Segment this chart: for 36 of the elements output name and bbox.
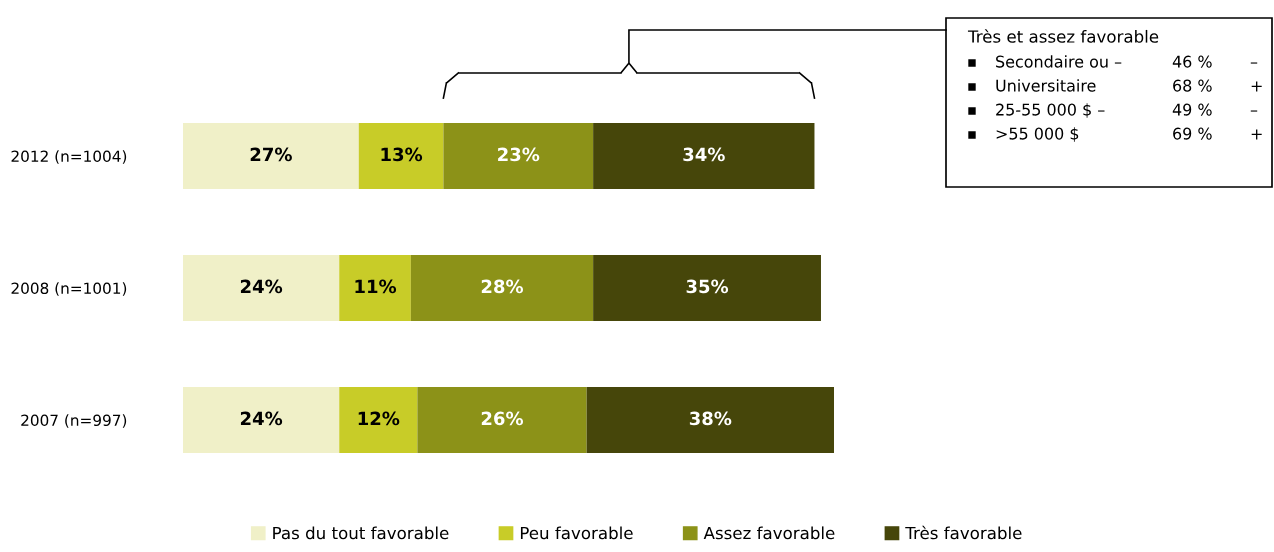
text: Universitaire 68 % + (996, 79, 1262, 92)
data-label: 13% (381, 147, 423, 162)
bar (417, 387, 587, 453)
bar (593, 123, 815, 189)
bar (358, 123, 444, 189)
legend-label: Assez favorable (703, 526, 835, 540)
legend-label: Très favorable (905, 525, 1022, 540)
legend-label: Pas du tout favorable (273, 526, 449, 540)
y-tick-label: 2007 (n=997) (21, 414, 127, 428)
bar (586, 387, 834, 453)
data-label: 34% (683, 147, 725, 162)
data-label: 11% (355, 279, 397, 294)
bar (593, 255, 821, 321)
data-label: 23% (498, 147, 540, 162)
legend-label: Peu favorable (520, 526, 633, 540)
bar (339, 255, 411, 321)
text: Très et assez favorable (967, 29, 1159, 43)
data-label: 12% (358, 411, 400, 426)
text: >55 000 $ 69 % + (996, 127, 1262, 142)
data-label: 27% (250, 147, 292, 162)
data-label: 26% (481, 411, 524, 426)
text: 25-55 000 $ – 49 % – (996, 103, 1258, 118)
y-tick-label: 2008 (n=1001) (11, 282, 127, 296)
y-tick-label: 2012 (n=1004) (11, 150, 127, 164)
bar (410, 255, 594, 321)
data-label: 24% (240, 279, 283, 294)
data-label: 24% (240, 411, 283, 426)
bar (339, 387, 418, 453)
bar (443, 123, 594, 189)
bar (183, 387, 340, 453)
data-label: 38% (689, 411, 732, 426)
bar (183, 255, 340, 321)
bar (183, 123, 359, 189)
data-label: 28% (481, 279, 524, 294)
text: Secondaire ou – 46 % – (996, 55, 1258, 68)
data-label: 35% (686, 279, 729, 294)
